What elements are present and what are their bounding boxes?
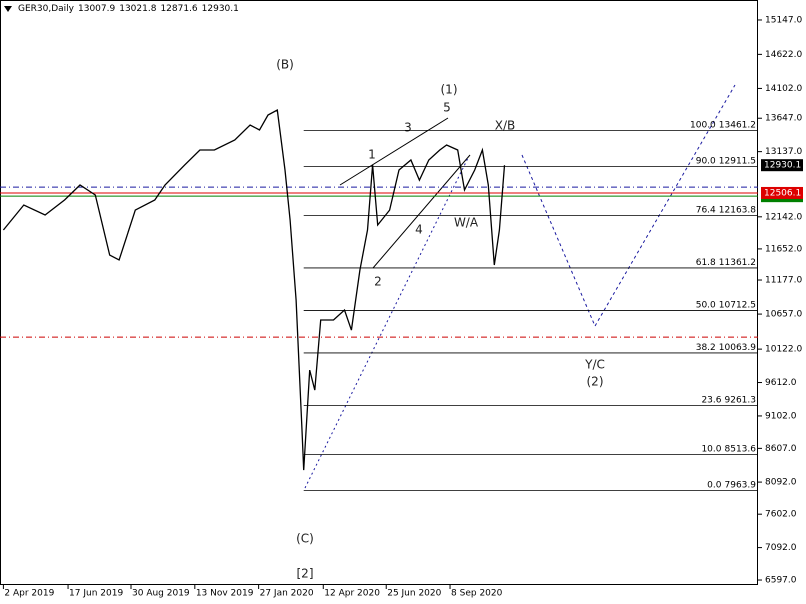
wave-label: 5: [443, 101, 451, 115]
y-tick-label: 9102.0: [765, 411, 797, 421]
fib-ratio: 38.2: [696, 342, 716, 352]
wave-label: 4: [415, 223, 423, 237]
y-tick-label: 12142.0: [765, 212, 802, 222]
wave-label: (C): [296, 532, 314, 546]
fib-label: 0.0 7963.9: [707, 480, 756, 490]
wave-label: 3: [404, 121, 412, 135]
y-tick-label: 7602.0: [765, 510, 797, 520]
y-tick-label: 10122.0: [765, 345, 802, 355]
projection-line: [304, 157, 469, 489]
fib-label: 76.4 12163.8: [696, 205, 757, 215]
y-tick-label: 15147.0: [765, 15, 802, 25]
wave-label: X/B: [495, 119, 516, 133]
fib-value: 12163.8: [719, 205, 756, 215]
price-line-series: [2, 108, 506, 471]
x-tick-label: 8 Sep 2020: [451, 589, 503, 599]
x-tick-label: 2 Apr 2019: [4, 589, 54, 599]
channel-top: [339, 117, 449, 186]
x-tick-label: 25 Jun 2020: [387, 589, 441, 599]
fib-label: 23.6 9261.3: [701, 395, 756, 405]
wave-label: [2]: [297, 567, 314, 581]
fib-value: 13461.2: [719, 120, 756, 130]
fib-label: 10.0 8513.6: [701, 444, 756, 454]
x-tick-label: 17 Jun 2019: [69, 589, 123, 599]
wave-label: W/A: [454, 216, 479, 230]
x-tick-label: 27 Jan 2020: [260, 589, 314, 599]
fib-label: 100.0 13461.2: [690, 120, 756, 130]
y-tick-label: 10657.0: [765, 310, 802, 320]
fib-value: 11361.2: [719, 257, 756, 267]
ohlc-high: 13021.8: [119, 4, 157, 14]
fib-value: 7963.9: [725, 480, 757, 490]
y-tick-label: 6597.0: [765, 576, 797, 586]
y-tick-label: 7092.0: [765, 543, 797, 553]
price-tag-box: [761, 159, 803, 172]
ohlc-close: 12930.1: [201, 4, 239, 14]
y-tick-label: 13137.0: [765, 147, 802, 157]
fib-ratio: 76.4: [696, 205, 716, 215]
fib-value: 9261.3: [725, 395, 757, 405]
wave-label: (2): [587, 375, 604, 389]
fib-value: 10063.9: [719, 342, 756, 352]
wave-label: 1: [368, 148, 376, 162]
fib-ratio: 0.0: [707, 480, 722, 490]
y-tick-label: 8092.0: [765, 478, 797, 488]
y-tick-label: 9612.0: [765, 378, 797, 388]
trendlines: [304, 84, 736, 489]
wave-label: (1): [441, 83, 458, 97]
chart-header: GER30,Daily 13007.9 13021.8 12871.6 1293…: [4, 4, 239, 14]
fib-ratio: 100.0: [690, 120, 716, 130]
fib-label: 50.0 10712.5: [696, 300, 756, 310]
projection-path: [521, 84, 736, 328]
fib-value: 8513.6: [725, 444, 757, 454]
y-tick-label: 11177.0: [765, 276, 802, 286]
fib-label: 90.0 12911.5: [696, 156, 756, 166]
channel-bottom: [372, 154, 471, 269]
price-tag-box: [761, 186, 803, 199]
fib-value: 12911.5: [719, 156, 756, 166]
annotations: (B) (1) 5 3 1 X/B W/A 4 2 Y/C (2) (C) [2…: [276, 58, 605, 581]
plot-frame: [0, 0, 758, 585]
fib-value: 10712.5: [719, 300, 756, 310]
wave-label: (B): [276, 58, 294, 72]
x-tick-label: 30 Aug 2019: [132, 589, 190, 599]
y-tick-label: 13647.0: [765, 114, 802, 124]
ohlc-open: 13007.9: [78, 4, 116, 14]
y-tick-label: 11652.0: [765, 244, 802, 254]
fib-ratio: 50.0: [696, 300, 716, 310]
fib-ratio: 61.8: [696, 257, 716, 267]
fib-ratio: 23.6: [701, 395, 721, 405]
wave-label: 2: [374, 275, 382, 289]
header-icon: [4, 6, 12, 12]
y-tick-label: 14622.0: [765, 50, 802, 60]
price-tag-label: 12506.1: [764, 188, 801, 198]
y-tick-label: 14102.0: [765, 84, 802, 94]
x-tick-label: 12 Apr 2020: [324, 589, 380, 599]
x-tick-label: 13 Nov 2019: [196, 589, 254, 599]
price-tag-label: 12930.1: [764, 161, 801, 171]
y-tick-label: 8607.0: [765, 444, 797, 454]
wave-label: Y/C: [584, 358, 605, 372]
fib-ratio: 10.0: [701, 444, 721, 454]
symbol-title: GER30,Daily: [18, 4, 74, 14]
ohlc-low: 12871.6: [160, 4, 198, 14]
fib-ratio: 90.0: [696, 156, 716, 166]
fib-label: 61.8 11361.2: [696, 257, 756, 267]
fib-label: 38.2 10063.9: [696, 342, 757, 352]
